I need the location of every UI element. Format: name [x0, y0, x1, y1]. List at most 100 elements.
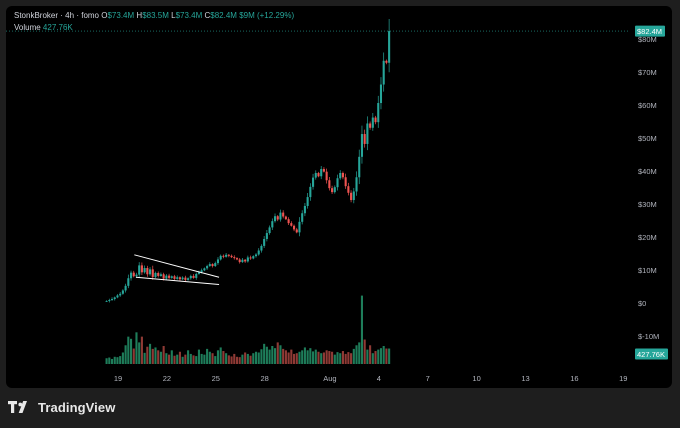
candle [132, 270, 135, 278]
candle [328, 176, 331, 191]
candle-body [252, 256, 255, 259]
chart-panel[interactable]: $80M $70M $60M $50M $40M $30M $20M $10M $0 $-10M … [6, 6, 672, 388]
candle-body [170, 276, 173, 278]
y-tick-label: $40M [638, 167, 657, 176]
candle [121, 289, 124, 295]
candle [176, 275, 179, 280]
candle [276, 215, 279, 222]
volume-bar [241, 354, 244, 364]
candle [159, 272, 162, 277]
candle [366, 116, 369, 151]
volume-tag-label: 427.76K [637, 350, 665, 359]
candle-body [317, 172, 320, 177]
candle-body [149, 269, 152, 275]
volume-bar [203, 354, 206, 364]
candle-body [129, 272, 133, 279]
candle [290, 221, 293, 227]
candle [371, 112, 374, 131]
candle-body [350, 192, 353, 201]
candle-body [206, 266, 209, 269]
candle [282, 210, 285, 219]
candle-body [241, 259, 244, 263]
candle-body [263, 238, 266, 246]
volume-bar [165, 353, 168, 364]
volume-bar [341, 351, 344, 364]
candle [246, 255, 249, 263]
volume-bar [146, 346, 149, 364]
volume-bar [168, 354, 171, 364]
price-axis: $80M $70M $60M $50M $40M $30M $20M $10M $0 $-10M [638, 35, 659, 341]
candle [235, 257, 239, 261]
x-tick-label: 19 [114, 374, 122, 383]
candle [173, 274, 176, 281]
y-tick-label: $60M [638, 101, 657, 110]
candle [165, 274, 168, 280]
candle-body [244, 259, 247, 262]
data-source: fomo [81, 11, 100, 20]
candle-body [138, 265, 141, 275]
volume-bar [369, 345, 372, 364]
candle-body [303, 205, 306, 214]
candle-body [273, 216, 277, 222]
volume-bar [358, 342, 361, 364]
candle [298, 217, 301, 237]
candle-body [140, 265, 143, 273]
candle [331, 185, 334, 194]
volume-bar [377, 349, 380, 364]
candle-body [279, 212, 282, 220]
candle-body [352, 191, 355, 201]
candle-body [377, 103, 380, 123]
candle [279, 209, 282, 222]
candle-body [382, 60, 385, 85]
candle-body [339, 172, 342, 179]
candle-body [216, 259, 220, 264]
volume-bar [314, 349, 317, 364]
volume-bar [222, 351, 225, 364]
candle-body [355, 177, 358, 192]
candle-body [178, 277, 181, 280]
last-price-tag-label: $82.4M [637, 27, 662, 36]
candle-body [143, 268, 146, 273]
volume-bar [105, 358, 108, 364]
candle [263, 236, 266, 248]
volume-bar [252, 353, 255, 364]
candle-body [363, 134, 366, 144]
candle-body [127, 278, 130, 286]
price-chart[interactable]: $80M$70M$60M$50M$40M$30M$20M$10M$0$-10M … [6, 6, 672, 388]
candle [116, 294, 119, 299]
y-tick-label: $30M [638, 200, 657, 209]
candle [127, 274, 130, 289]
volume-bar [143, 352, 146, 364]
candle-body [230, 255, 233, 258]
candle [312, 173, 315, 190]
candle-body [301, 213, 304, 222]
candle [110, 297, 114, 301]
separator: · [76, 11, 79, 20]
x-tick-label: 22 [163, 374, 171, 383]
candles [105, 19, 391, 303]
volume-bar [219, 347, 222, 364]
candle [233, 255, 236, 260]
candle-body [246, 257, 249, 262]
candle-body [200, 270, 203, 272]
volume-bar [301, 350, 304, 364]
open-value: $73.4M [107, 11, 135, 20]
volume-bar [257, 352, 260, 364]
candle-body [146, 268, 149, 275]
candle-body [385, 60, 388, 63]
candle-body [322, 169, 325, 172]
y-tick-label: $20M [638, 233, 657, 242]
x-tick-label: 13 [521, 374, 529, 383]
volume-bar [178, 351, 181, 364]
candle [140, 262, 143, 276]
candle-body [121, 290, 124, 294]
candle [273, 213, 277, 223]
volume-bar [238, 357, 241, 364]
brand[interactable]: TradingView [8, 400, 115, 415]
x-tick-label: 10 [472, 374, 480, 383]
candle-body [227, 254, 230, 256]
volume-bar [170, 350, 173, 364]
tradingview-logo-icon [8, 400, 27, 413]
candle [252, 255, 255, 260]
candle [216, 257, 220, 265]
